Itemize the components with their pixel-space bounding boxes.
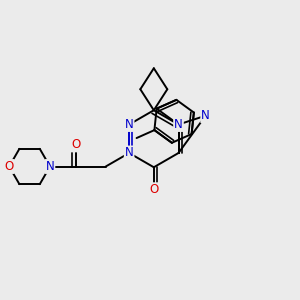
Text: O: O [4, 160, 14, 173]
Text: O: O [149, 183, 158, 196]
Text: O: O [71, 138, 80, 152]
Text: N: N [125, 146, 134, 160]
Text: N: N [174, 118, 183, 131]
Text: N: N [125, 118, 134, 131]
Text: N: N [46, 160, 54, 173]
Text: N: N [201, 109, 210, 122]
